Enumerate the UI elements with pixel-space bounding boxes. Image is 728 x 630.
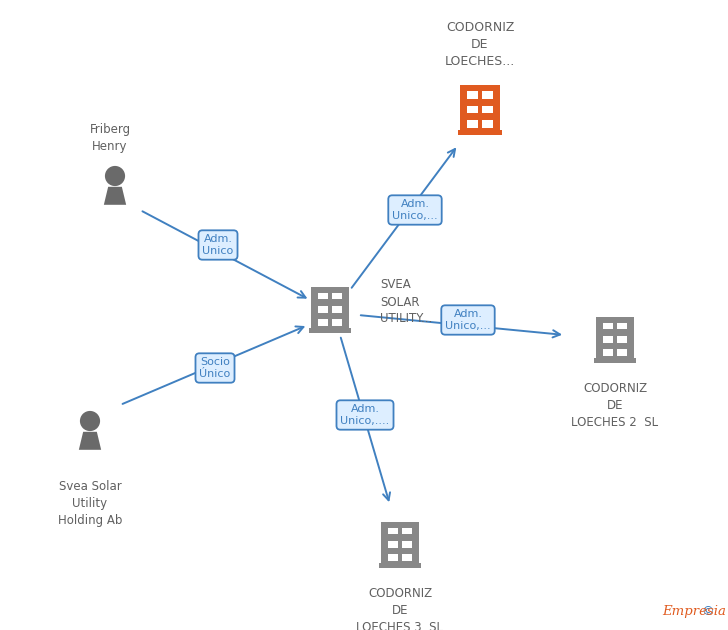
Bar	[617, 349, 627, 356]
Bar	[594, 358, 636, 363]
Bar	[318, 292, 328, 299]
Bar	[311, 287, 349, 333]
Text: CODORNIZ
DE
LOECHES 3  SL: CODORNIZ DE LOECHES 3 SL	[357, 587, 443, 630]
Bar	[332, 292, 342, 299]
Bar	[460, 85, 500, 135]
Bar	[483, 120, 493, 127]
Text: Svea Solar
Utility
Holding Ab: Svea Solar Utility Holding Ab	[58, 480, 122, 527]
Polygon shape	[104, 187, 126, 205]
Text: CODORNIZ
DE
LOECHES 2  SL: CODORNIZ DE LOECHES 2 SL	[571, 382, 659, 429]
Bar	[309, 328, 351, 333]
Text: Adm.
Unico,....: Adm. Unico,....	[341, 404, 389, 426]
Bar	[458, 130, 502, 135]
Circle shape	[80, 411, 100, 431]
Text: Adm.
Unico,...: Adm. Unico,...	[446, 309, 491, 331]
Text: Friberg
Henry: Friberg Henry	[90, 123, 130, 153]
Text: SVEA
SOLAR
UTILITY...: SVEA SOLAR UTILITY...	[380, 278, 432, 326]
Circle shape	[105, 166, 125, 186]
Bar	[467, 120, 478, 127]
Bar	[388, 554, 397, 561]
Bar	[467, 105, 478, 113]
Bar	[403, 527, 412, 534]
Bar	[379, 563, 421, 568]
Bar	[403, 541, 412, 547]
Bar	[483, 91, 493, 98]
Text: ©: ©	[702, 605, 718, 618]
Bar	[388, 541, 397, 547]
Bar	[388, 527, 397, 534]
Text: Empresia: Empresia	[662, 605, 726, 618]
Polygon shape	[79, 432, 101, 450]
Bar	[603, 323, 613, 329]
Bar	[381, 522, 419, 568]
Bar	[332, 319, 342, 326]
Bar	[467, 91, 478, 98]
Bar	[318, 319, 328, 326]
Bar	[603, 336, 613, 343]
Text: CODORNIZ
DE
LOECHES...: CODORNIZ DE LOECHES...	[445, 21, 515, 68]
Text: Socio
Único: Socio Único	[199, 357, 231, 379]
Bar	[403, 554, 412, 561]
Bar	[318, 306, 328, 312]
Text: Adm.
Unico: Adm. Unico	[202, 234, 234, 256]
Bar	[483, 105, 493, 113]
Bar	[617, 336, 627, 343]
Bar	[603, 349, 613, 356]
Bar	[617, 323, 627, 329]
Text: Adm.
Unico,...: Adm. Unico,...	[392, 199, 438, 220]
Bar	[332, 306, 342, 312]
Bar	[596, 317, 634, 363]
